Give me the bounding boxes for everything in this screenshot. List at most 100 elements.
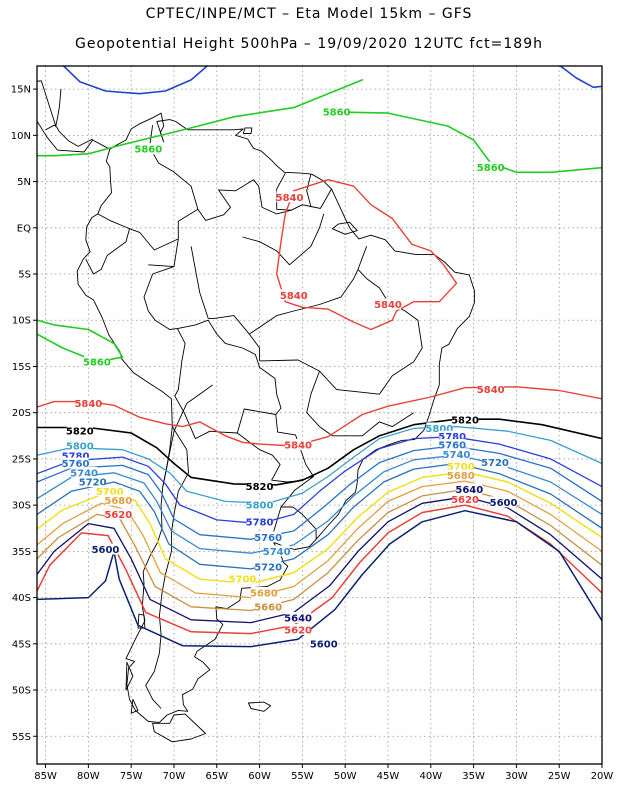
lat-tick-label: 55S	[12, 732, 31, 743]
lat-tick-label: 5N	[17, 177, 31, 188]
contour-label-5600: 5600	[310, 639, 338, 650]
contour-label-bg	[96, 485, 123, 497]
contour-label-bg	[323, 106, 350, 118]
contour-label-5640: 5640	[455, 485, 483, 496]
contour-label-bg	[280, 289, 307, 301]
contour-label-bg	[477, 161, 504, 173]
contour-label-bg	[62, 450, 89, 462]
contour-label-5760: 5760	[62, 459, 90, 470]
lat-tick-label: 35S	[12, 547, 31, 558]
contour-label-bg	[246, 515, 273, 527]
lon-tick-label: 50W	[334, 771, 357, 782]
contour-label-5780: 5780	[246, 517, 274, 528]
contour-label-bg	[246, 480, 273, 492]
contour-label-bg	[447, 469, 474, 481]
coastline	[45, 124, 93, 147]
contour-label-5780: 5780	[62, 452, 90, 463]
coastline	[145, 426, 189, 709]
lon-tick-label: 55W	[291, 771, 314, 782]
lat-tick-label: 30S	[12, 501, 31, 512]
coastline	[289, 213, 325, 266]
lon-tick-label: 20W	[591, 771, 614, 782]
contour-label-bg	[439, 430, 466, 442]
contour-label-bg	[285, 623, 312, 635]
lat-tick-label: 5S	[18, 270, 31, 281]
contour-label-5740: 5740	[443, 450, 471, 461]
contour-label-bg	[229, 573, 256, 585]
lon-tick-label: 85W	[34, 771, 57, 782]
coastline	[249, 246, 368, 335]
contour-label-bg	[285, 439, 312, 451]
chart-title-line-1: CPTEC/INPE/MCT – Eta Model 15km – GFS	[145, 6, 473, 22]
height-contours	[37, 66, 602, 648]
lon-tick-label: 75W	[120, 771, 143, 782]
lon-tick-label: 70W	[163, 771, 186, 782]
contour-label-5680: 5680	[250, 588, 278, 599]
contour-label-5840: 5840	[74, 399, 102, 410]
lat-tick-label: 40S	[12, 593, 31, 604]
coastline	[162, 384, 213, 487]
contour-label-5780: 5780	[438, 432, 466, 443]
contour-label-5760: 5760	[438, 441, 466, 452]
contour-5800	[37, 425, 602, 504]
contour-5780	[37, 436, 602, 525]
contour-label-5620: 5620	[284, 625, 312, 636]
contour-label-5840: 5840	[284, 441, 312, 452]
contour-5860	[37, 79, 364, 157]
contour-label-bg	[62, 457, 89, 469]
contour-5620	[37, 504, 602, 635]
lat-tick-label: EQ	[17, 223, 31, 234]
coastline	[306, 174, 312, 207]
lon-tick-label: 45W	[377, 771, 400, 782]
contour-label-bg	[255, 531, 282, 543]
lat-tick-label: 45S	[12, 639, 31, 650]
contour-label-bg	[452, 493, 479, 505]
contour-label-bg	[135, 143, 162, 155]
contour-label-5800: 5800	[425, 424, 453, 435]
latitude-tick-labels: 15N 10N 5N EQ 5S 10S 15S 20S 25S 30S 35S 40S 45S 50S 5…	[11, 85, 37, 743]
contour-label-bg	[250, 586, 277, 598]
contour-label-bg	[481, 456, 508, 468]
contour-label-5700: 5700	[96, 487, 124, 498]
contour-label-5720: 5720	[481, 458, 509, 469]
coastline	[177, 324, 196, 330]
contour-blue_top	[559, 66, 602, 89]
contour-label-5740: 5740	[70, 468, 98, 479]
contour-label-5620: 5620	[451, 495, 479, 506]
contour-label-bg	[285, 611, 312, 623]
contour-label-5720: 5720	[79, 478, 107, 489]
contour-label-bg	[75, 397, 102, 409]
contour-label-bg	[447, 460, 474, 472]
contour-label-5820: 5820	[66, 427, 94, 438]
contour-label-5860: 5860	[477, 163, 505, 174]
coastline	[143, 266, 186, 397]
contour-label-5640: 5640	[284, 613, 312, 624]
contour-label-5700: 5700	[229, 575, 257, 586]
contour-5840	[276, 179, 458, 331]
coastline	[247, 701, 272, 712]
contour-label-5840: 5840	[477, 385, 505, 396]
lat-tick-label: 10S	[12, 316, 31, 327]
coastline	[242, 236, 290, 266]
lon-tick-label: 35W	[462, 771, 485, 782]
lon-tick-label: 65W	[205, 771, 228, 782]
lon-tick-label: 40W	[419, 771, 442, 782]
contour-5860	[37, 319, 124, 363]
contour-label-5680: 5680	[447, 471, 475, 482]
contour-label-5840: 5840	[280, 291, 308, 302]
contour-label-bg	[66, 439, 93, 451]
contour-label-5840: 5840	[276, 193, 304, 204]
coastline	[190, 246, 209, 319]
contour-label-bg	[443, 448, 470, 460]
contour-label-5600: 5600	[490, 498, 518, 509]
contour-label-5620: 5620	[104, 510, 132, 521]
contour-label-5860: 5860	[134, 145, 162, 156]
contour-5860	[344, 111, 602, 174]
contour-label-bg	[426, 422, 453, 434]
lon-tick-label: 30W	[505, 771, 528, 782]
contour-label-5680: 5680	[104, 496, 132, 507]
contour-label-bg	[79, 476, 106, 488]
contour-label-5760: 5760	[254, 533, 282, 544]
coastline	[242, 127, 253, 134]
